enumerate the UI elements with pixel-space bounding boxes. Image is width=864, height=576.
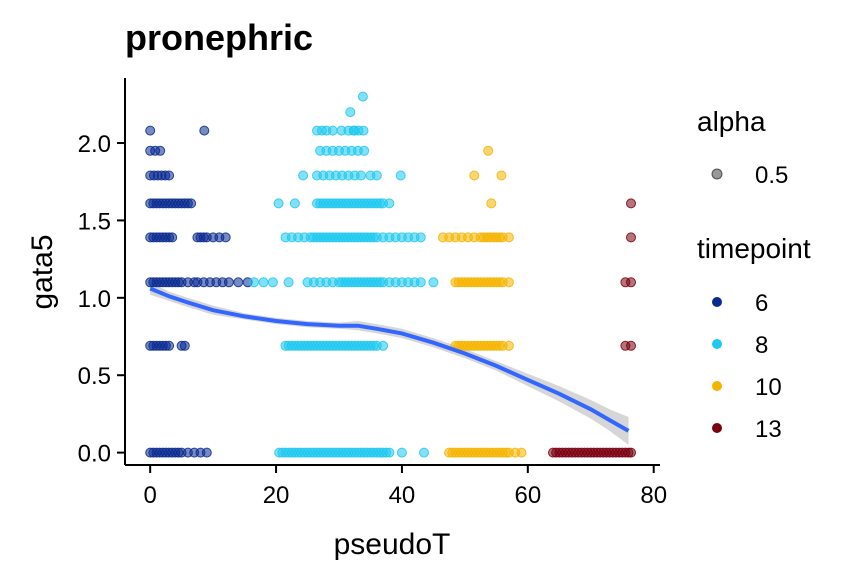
confidence-band	[150, 282, 629, 445]
axes: 0 20 40 60 80 0.0 0.5 1.0 1.5 2.0	[78, 78, 667, 509]
point-timepoint-6	[164, 170, 175, 181]
x-tick-label: 80	[640, 482, 667, 509]
point-timepoint-8	[415, 277, 426, 288]
point-timepoint-8	[298, 170, 309, 181]
point-timepoint-13	[626, 198, 636, 209]
x-tick-label: 0	[143, 482, 156, 509]
point-timepoint-8	[428, 277, 439, 288]
legend: alpha 0.5 timepoint 6 8 10 13	[697, 106, 811, 443]
point-timepoint-6	[155, 145, 166, 156]
point-timepoint-6	[186, 198, 197, 209]
x-axis-title: pseudoT	[334, 528, 451, 561]
legend-key-13	[712, 423, 722, 433]
point-timepoint-8	[267, 277, 278, 288]
point-timepoint-8	[345, 107, 356, 118]
point-timepoint-10	[516, 447, 527, 458]
point-timepoint-8	[384, 447, 395, 458]
point-timepoint-10	[496, 170, 507, 181]
point-timepoint-8	[359, 145, 370, 156]
point-timepoint-10	[486, 198, 497, 209]
y-ticks: 0.0 0.5 1.0 1.5 2.0	[78, 131, 125, 468]
point-timepoint-6	[199, 125, 210, 136]
y-axis-title: gata5	[26, 234, 59, 309]
point-timepoint-10	[483, 145, 494, 156]
x-ticks: 0 20 40 60 80	[143, 465, 667, 509]
y-tick-label: 0.5	[78, 363, 111, 390]
point-timepoint-10	[503, 232, 514, 243]
legend-key-8	[712, 339, 722, 349]
point-timepoint-8	[419, 447, 429, 458]
x-tick-label: 40	[389, 482, 416, 509]
point-timepoint-13	[626, 277, 636, 288]
legend-label-8: 8	[755, 332, 768, 359]
point-timepoint-10	[503, 277, 514, 288]
point-timepoint-6	[233, 277, 244, 288]
point-timepoint-13	[626, 447, 636, 458]
point-timepoint-8	[415, 232, 426, 243]
x-tick-label: 60	[514, 482, 541, 509]
point-timepoint-6	[164, 340, 175, 351]
y-tick-label: 1.0	[78, 286, 111, 313]
point-timepoint-8	[356, 170, 366, 181]
legend-alpha-label: 0.5	[755, 162, 788, 189]
legend-alpha-key	[711, 168, 723, 180]
point-timepoint-8	[327, 125, 338, 136]
y-tick-label: 0.0	[78, 441, 111, 468]
point-timepoint-13	[626, 232, 636, 243]
y-tick-label: 1.5	[78, 208, 111, 235]
point-timepoint-8	[384, 198, 395, 209]
x-tick-label: 20	[263, 482, 290, 509]
legend-timepoint-items: 6 8 10 13	[712, 290, 782, 443]
point-timepoint-6	[220, 232, 231, 243]
legend-label-13: 13	[755, 416, 782, 443]
point-timepoint-8	[249, 277, 259, 288]
point-timepoint-6	[145, 125, 156, 136]
plot-area	[145, 91, 636, 458]
legend-key-6	[712, 297, 722, 307]
point-timepoint-8	[283, 277, 294, 288]
legend-label-6: 6	[755, 290, 768, 317]
point-timepoint-10	[469, 170, 480, 181]
point-timepoint-10	[503, 340, 514, 351]
point-timepoint-8	[357, 91, 368, 102]
legend-timepoint-title: timepoint	[697, 233, 811, 264]
point-timepoint-8	[273, 198, 284, 209]
smooth-line	[149, 286, 630, 433]
point-timepoint-8	[371, 170, 382, 181]
legend-key-10	[712, 381, 722, 391]
point-timepoint-8	[358, 125, 369, 136]
point-timepoint-8	[258, 277, 269, 288]
chart-title: pronephric	[125, 17, 313, 58]
point-timepoint-13	[626, 340, 636, 351]
data-points	[145, 91, 636, 458]
point-timepoint-6	[201, 447, 212, 458]
legend-label-10: 10	[755, 374, 782, 401]
point-timepoint-8	[396, 447, 407, 458]
point-timepoint-6	[223, 277, 234, 288]
legend-alpha-title: alpha	[697, 106, 766, 137]
point-timepoint-6	[167, 232, 178, 243]
point-timepoint-8	[289, 198, 300, 209]
point-timepoint-6	[179, 340, 190, 351]
y-tick-label: 2.0	[78, 131, 111, 158]
point-timepoint-8	[395, 170, 406, 181]
point-timepoint-8	[378, 340, 389, 351]
